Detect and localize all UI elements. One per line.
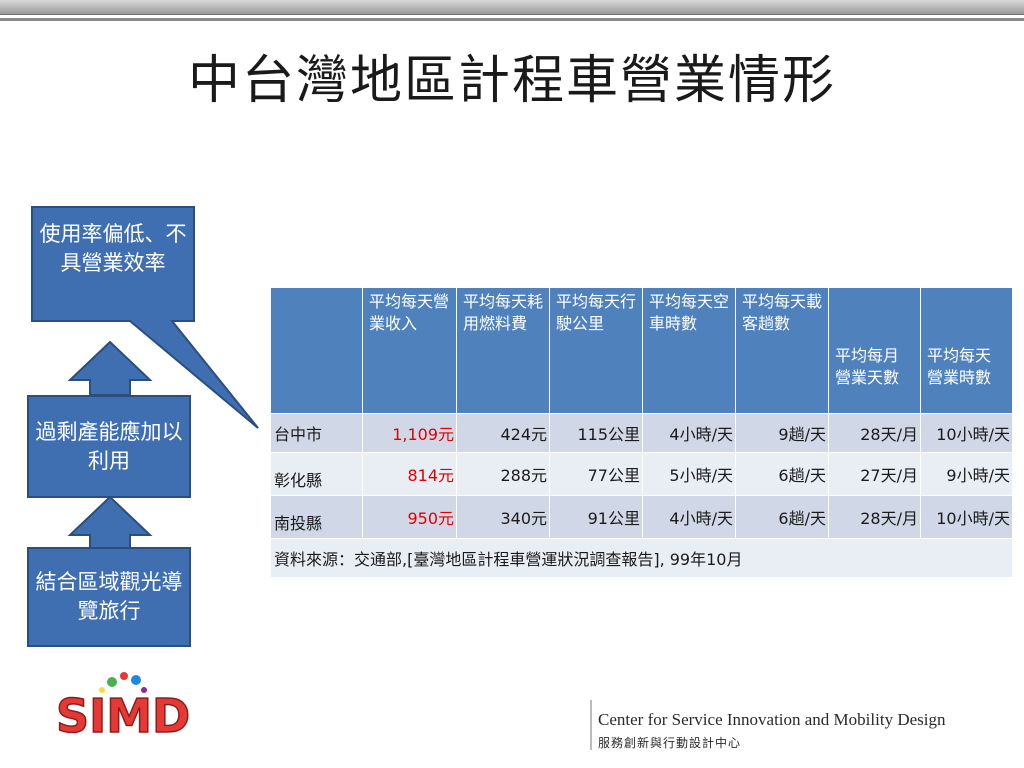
cell-trips: 6趟/天	[735, 495, 829, 539]
up-arrow-upper	[67, 340, 153, 396]
cell-idle: 5小時/天	[642, 452, 736, 496]
table-row: 台中市 1,109元 424元 115公里 4小時/天 9趟/天 28天/月 1…	[270, 413, 1013, 453]
box-tourism	[27, 547, 191, 647]
cell-distance: 91公里	[549, 495, 643, 539]
cell-idle: 4小時/天	[642, 495, 736, 539]
cell-hours: 9小時/天	[920, 452, 1013, 496]
box-overcapacity-text: 過剩產能應加以利用	[35, 420, 183, 473]
top-banner	[0, 0, 1024, 15]
footer-divider	[590, 700, 592, 750]
org-name-chinese: 服務創新與行動設計中心	[598, 736, 742, 750]
org-name-english: Center for Service Innovation and Mobili…	[598, 710, 946, 729]
table-row: 彰化縣 814元 288元 77公里 5小時/天 6趟/天 27天/月 9小時/…	[270, 452, 1013, 496]
header-distance: 平均每天行駛公里	[549, 287, 643, 414]
cell-days: 28天/月	[828, 413, 921, 453]
cell-revenue: 950元	[362, 495, 457, 539]
header-revenue: 平均每天營業收入	[362, 287, 457, 414]
callout-usage-low-text: 使用率偏低、不具營業效率	[39, 222, 187, 275]
cell-county: 南投縣	[270, 495, 363, 539]
table-header-row: 平均每天營業收入 平均每天耗用燃料費 平均每天行駛公里 平均每天空車時數 平均每…	[270, 287, 1013, 414]
cell-idle: 4小時/天	[642, 413, 736, 453]
cell-trips: 6趟/天	[735, 452, 829, 496]
cell-revenue: 814元	[362, 452, 457, 496]
data-source-note: 資料來源：交通部,[臺灣地區計程車營運狀況調查報告], 99年10月	[270, 538, 1013, 578]
slide-title: 中台灣地區計程車營業情形	[187, 51, 836, 111]
header-hours: 平均每天營業時數	[920, 287, 1013, 414]
cell-hours: 10小時/天	[920, 413, 1013, 453]
top-divider	[0, 18, 1024, 21]
cell-fuel: 340元	[456, 495, 550, 539]
cell-fuel: 288元	[456, 452, 550, 496]
svg-text:SIMD: SIMD	[56, 689, 190, 743]
header-fuel: 平均每天耗用燃料費	[456, 287, 550, 414]
cell-days: 28天/月	[828, 495, 921, 539]
header-trips: 平均每天載客趟數	[735, 287, 829, 414]
box-tourism-text: 結合區域觀光導覽旅行	[35, 570, 183, 623]
header-blank	[270, 287, 363, 414]
cell-fuel: 424元	[456, 413, 550, 453]
simd-logo-icon: SIMD	[55, 672, 191, 744]
cell-hours: 10小時/天	[920, 495, 1013, 539]
cell-trips: 9趟/天	[735, 413, 829, 453]
table-source-row: 資料來源：交通部,[臺灣地區計程車營運狀況調查報告], 99年10月	[270, 538, 1013, 578]
cell-county: 台中市	[270, 413, 363, 453]
callout-usage-low	[31, 206, 259, 429]
cell-distance: 115公里	[549, 413, 643, 453]
header-days: 平均每月營業天數	[828, 287, 921, 414]
cell-days: 27天/月	[828, 452, 921, 496]
up-arrow-lower	[67, 495, 153, 549]
table-row: 南投縣 950元 340元 91公里 4小時/天 6趟/天 28天/月 10小時…	[270, 495, 1013, 539]
taxi-stats-table: 平均每天營業收入 平均每天耗用燃料費 平均每天行駛公里 平均每天空車時數 平均每…	[270, 287, 1013, 578]
cell-county: 彰化縣	[270, 452, 363, 496]
cell-distance: 77公里	[549, 452, 643, 496]
cell-revenue: 1,109元	[362, 413, 457, 453]
header-idle: 平均每天空車時數	[642, 287, 736, 414]
